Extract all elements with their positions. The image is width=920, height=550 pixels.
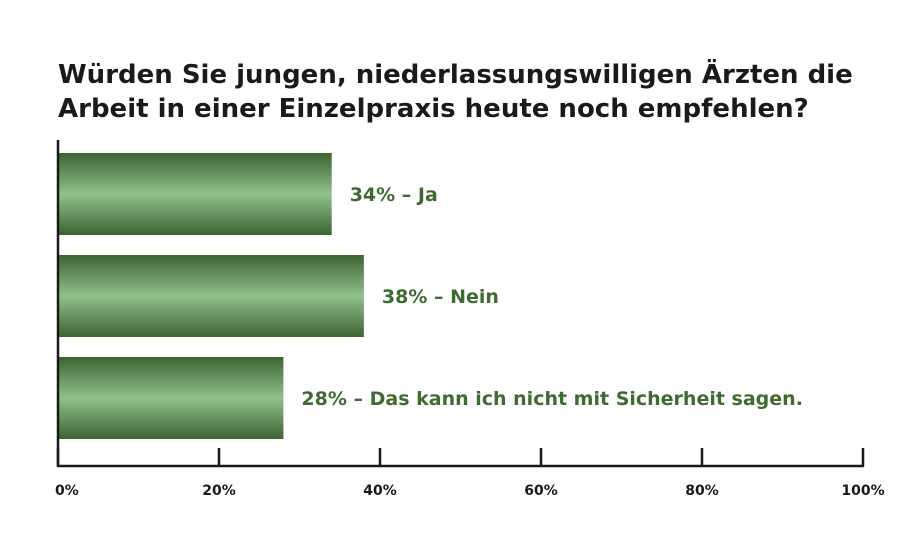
- bar-label-das-kann-ich-nicht-mit-sicherheit-sagen: 28% – Das kann ich nicht mit Sicherheit …: [301, 388, 803, 410]
- bars-group: 34% – Ja 38% – Nein 28% – Das kann ich nic…: [58, 153, 803, 439]
- x-axis: 0% 20% 40% 60% 80% 100%: [55, 140, 885, 499]
- chart-title: Würden Sie jungen, niederlassungswillige…: [58, 60, 853, 124]
- x-tick-label-100: 100%: [841, 483, 884, 499]
- x-tick-label-20: 20%: [202, 483, 236, 499]
- x-tick-label-40: 40%: [363, 483, 397, 499]
- bar-nein: [58, 255, 364, 337]
- x-tick-label-60: 60%: [524, 483, 558, 499]
- bar-das-kann-ich-nicht-mit-sicherheit-sagen: [58, 357, 284, 439]
- x-tick-label-80: 80%: [685, 483, 719, 499]
- x-tick-label-0: 0%: [55, 483, 79, 499]
- bar-label-ja: 34% – Ja: [350, 184, 438, 206]
- bar-ja: [58, 153, 332, 235]
- bar-label-nein: 38% – Nein: [382, 286, 499, 308]
